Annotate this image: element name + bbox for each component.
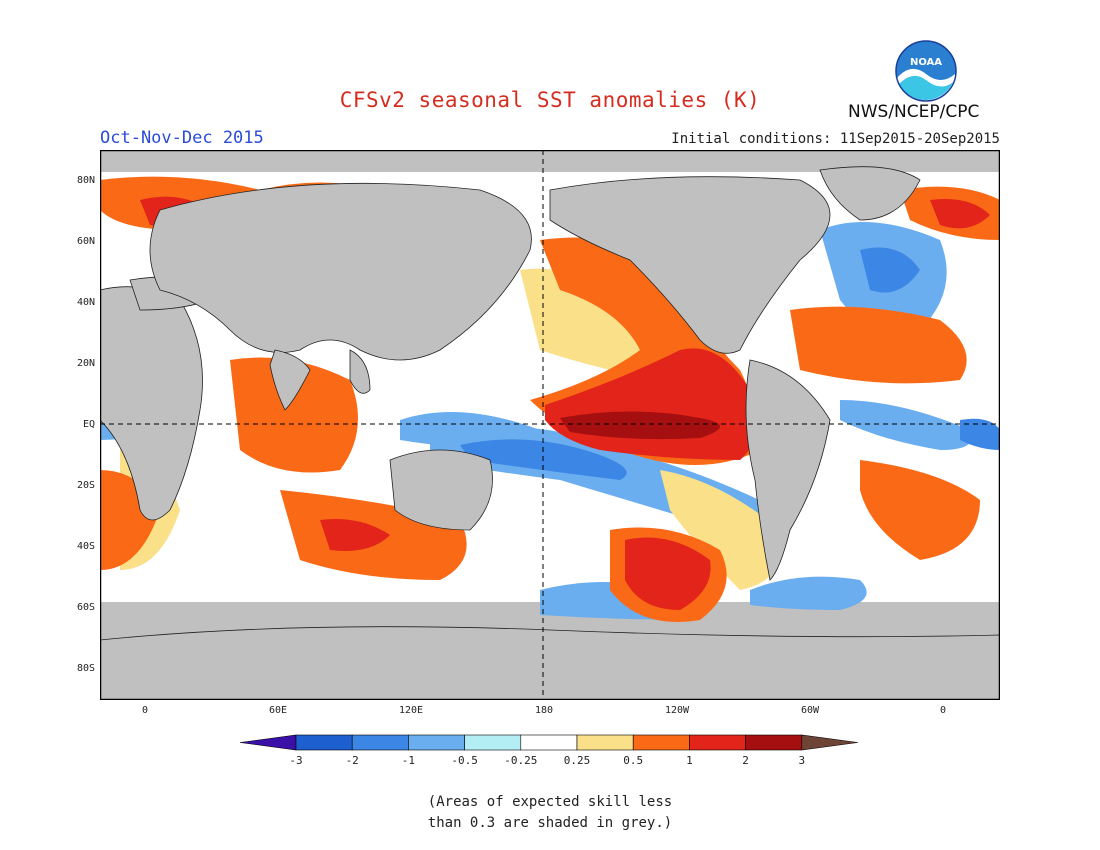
greenland	[819, 166, 921, 221]
colorbar-tick-label: -0.5	[451, 754, 478, 767]
lon-label-120e: 120E	[398, 705, 424, 716]
organization-label: NWS/NCEP/CPC	[848, 102, 980, 122]
colorbar-cell	[295, 734, 353, 751]
colorbar-tick-label: -1	[402, 754, 415, 767]
colorbar-tick-label: -0.25	[504, 754, 537, 767]
colorbar-tick-label: 1	[686, 754, 693, 767]
lat-label-80s: 80S	[76, 663, 95, 674]
colorbar-cell	[351, 734, 409, 751]
caption-line-2: than 0.3 are shaded in grey.)	[427, 815, 673, 831]
australia	[389, 449, 493, 531]
india	[269, 349, 311, 411]
sst-anomaly-map	[100, 150, 1000, 700]
colorbar-cell	[576, 734, 634, 751]
colorbar-cell	[520, 734, 578, 751]
colorbar: -3 -2 -1 -0.5 -0.25 0.25 0.5 1 2 3	[240, 734, 858, 767]
chart-title: CFSv2 seasonal SST anomalies (K)	[339, 88, 761, 112]
lon-label-60e: 60E	[268, 705, 288, 716]
caption-line-1: (Areas of expected skill less	[427, 794, 673, 810]
lon-label-0-west: 0	[141, 705, 149, 716]
map-frame	[100, 150, 1000, 700]
colorbar-tick-label: -2	[346, 754, 359, 767]
colorbar-tick-label: 3	[798, 754, 805, 767]
colorbar-cell	[689, 734, 746, 751]
lat-label-60s: 60S	[76, 602, 95, 613]
season-label: Oct-Nov-Dec 2015	[100, 128, 264, 148]
lat-label-eq: EQ	[82, 419, 95, 430]
initial-conditions-label: Initial conditions: 11Sep2015-20Sep2015	[671, 131, 1000, 147]
colorbar-cell	[632, 734, 690, 751]
strongest-positive-anomalies	[560, 411, 720, 440]
lon-label-180: 180	[534, 705, 554, 716]
colorbar-tick-label: -3	[289, 754, 302, 767]
south-america	[745, 359, 831, 581]
colorbar-tick-label: 0.5	[623, 754, 643, 767]
lat-label-60n: 60N	[76, 236, 95, 247]
noaa-logo: NOAA	[895, 40, 957, 103]
colorbar-cell	[745, 734, 803, 751]
antarctica	[100, 626, 1000, 700]
north-america	[549, 176, 831, 354]
colorbar-cell	[464, 734, 522, 751]
colorbar-cell	[408, 734, 465, 751]
colorbar-over-triangle	[801, 734, 858, 751]
se-asia	[349, 349, 371, 394]
lat-label-20s: 20S	[76, 480, 95, 491]
lon-label-0-east: 0	[939, 705, 947, 716]
low-skill-north	[100, 150, 1000, 172]
lat-label-80n: 80N	[76, 175, 95, 186]
lat-label-20n: 20N	[76, 358, 95, 369]
colorbar-tick-label: 0.25	[564, 754, 591, 767]
noaa-logo-text: NOAA	[910, 57, 942, 68]
lon-label-60w: 60W	[800, 705, 820, 716]
colorbar-tick-label: 2	[742, 754, 749, 767]
lat-label-40s: 40S	[76, 541, 95, 552]
land-masses	[100, 166, 1000, 700]
lat-label-40n: 40N	[76, 297, 95, 308]
eurasia	[149, 182, 532, 361]
skill-caption: (Areas of expected skill less than 0.3 a…	[0, 792, 1100, 834]
colorbar-under-triangle	[240, 734, 297, 751]
lon-label-120w: 120W	[664, 705, 690, 716]
